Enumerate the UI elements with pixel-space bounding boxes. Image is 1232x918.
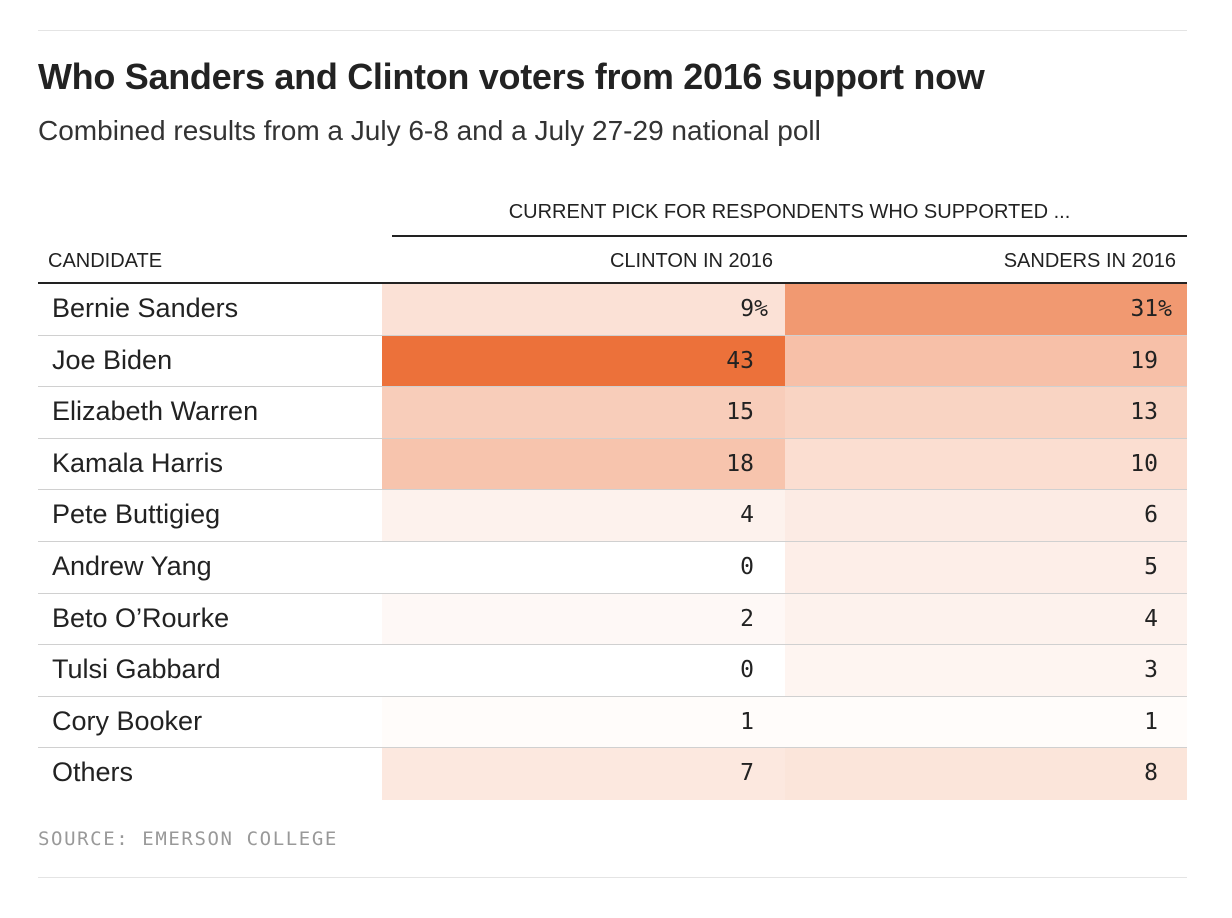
table-body: Bernie Sanders 9% 31% Joe Biden 43 19 Elizabet… [38, 284, 1187, 800]
row-divider [38, 540, 1187, 542]
row-divider [38, 334, 1187, 336]
chart-subtitle: Combined results from a July 6-8 and a J… [38, 115, 821, 146]
row-divider [38, 644, 1187, 646]
clinton-value-label: 2 [740, 605, 754, 632]
table-row: Beto O’Rourke 2 4 [38, 593, 1187, 646]
clinton-value-label: 43 [726, 347, 754, 374]
sanders-heat-cell: 4 [785, 593, 1187, 646]
sanders-value-label: 13 [1130, 399, 1158, 426]
candidate-name: Joe Biden [52, 344, 173, 375]
table-row: Andrew Yang 0 5 [38, 541, 1187, 594]
candidate-name: Cory Booker [52, 705, 203, 736]
sanders-value-label: 19 [1130, 347, 1158, 374]
row-divider [38, 489, 1187, 491]
table-row: Others 7 8 [38, 748, 1187, 800]
sanders-heat-cell: 31% [785, 284, 1187, 336]
clinton-heat-cell: 18 [382, 438, 785, 491]
clinton-value-label: 9% [740, 296, 768, 322]
clinton-value-label: 15 [726, 399, 754, 426]
column-header-candidate: CANDIDATE [48, 250, 163, 272]
header-rule [38, 282, 1187, 284]
column-group-rule [392, 235, 1187, 237]
table-row: Kamala Harris 18 10 [38, 438, 1187, 491]
candidate-name: Andrew Yang [52, 550, 212, 581]
clinton-heat-cell: 0 [382, 645, 785, 697]
source-note: SOURCE: EMERSON COLLEGE [38, 828, 338, 850]
clinton-heat-cell: 15 [382, 387, 785, 439]
sanders-value-label: 1 [1144, 708, 1158, 735]
sanders-value-label: 10 [1130, 450, 1158, 477]
clinton-value-label: 7 [740, 760, 754, 787]
candidate-name: Kamala Harris [52, 447, 224, 478]
clinton-value-label: 0 [740, 553, 754, 580]
clinton-heat-cell: 2 [382, 593, 785, 646]
clinton-heat-cell: 9% [382, 284, 785, 336]
clinton-value-label: 18 [726, 450, 754, 477]
sanders-heat-cell: 19 [785, 335, 1187, 388]
bottom-rule [38, 877, 1187, 878]
clinton-heat-cell: 4 [382, 490, 785, 542]
clinton-value-label: 4 [740, 502, 754, 529]
candidate-name: Others [52, 757, 134, 788]
sanders-value-label: 3 [1144, 657, 1158, 684]
candidate-name: Beto O’Rourke [52, 602, 230, 633]
table-row: Joe Biden 43 19 [38, 335, 1187, 388]
clinton-heat-cell: 1 [382, 696, 785, 749]
column-header-clinton: CLINTON IN 2016 [609, 250, 773, 272]
row-divider [38, 386, 1187, 388]
sanders-heat-cell: 6 [785, 490, 1187, 542]
clinton-value-label: 1 [740, 708, 754, 735]
clinton-heat-cell: 7 [382, 748, 785, 800]
sanders-heat-cell: 1 [785, 696, 1187, 749]
row-divider [38, 592, 1187, 594]
column-header-sanders: SANDERS IN 2016 [1003, 250, 1176, 272]
clinton-heat-cell: 0 [382, 541, 785, 594]
sanders-heat-cell: 8 [785, 748, 1187, 800]
candidate-name: Tulsi Gabbard [52, 654, 221, 685]
sanders-heat-cell: 10 [785, 438, 1187, 491]
table-row: Pete Buttigieg 4 6 [38, 490, 1187, 542]
clinton-heat-cell: 43 [382, 335, 785, 388]
top-rule [38, 30, 1187, 31]
table-row: Tulsi Gabbard 0 3 [38, 645, 1187, 697]
candidate-name: Pete Buttigieg [52, 499, 221, 530]
chart-title: Who Sanders and Clinton voters from 2016… [38, 56, 985, 97]
sanders-heat-cell: 3 [785, 645, 1187, 697]
row-divider [38, 695, 1187, 697]
row-divider [38, 747, 1187, 749]
candidate-name: Elizabeth Warren [52, 396, 259, 427]
sanders-value-label: 31% [1130, 296, 1172, 322]
sanders-value-label: 6 [1144, 502, 1158, 529]
clinton-value-label: 0 [740, 657, 754, 684]
row-divider [38, 437, 1187, 439]
sanders-value-label: 5 [1144, 553, 1158, 580]
sanders-heat-cell: 13 [785, 387, 1187, 439]
table-row: Bernie Sanders 9% 31% [38, 284, 1187, 336]
table-row: Elizabeth Warren 15 13 [38, 387, 1187, 439]
sanders-heat-cell: 5 [785, 541, 1187, 594]
column-group-header: CURRENT PICK FOR RESPONDENTS WHO SUPPORT… [508, 201, 1071, 223]
candidate-name: Bernie Sanders [52, 293, 239, 323]
sanders-value-label: 8 [1144, 760, 1158, 787]
table-row: Cory Booker 1 1 [38, 696, 1187, 749]
sanders-value-label: 4 [1144, 605, 1158, 632]
